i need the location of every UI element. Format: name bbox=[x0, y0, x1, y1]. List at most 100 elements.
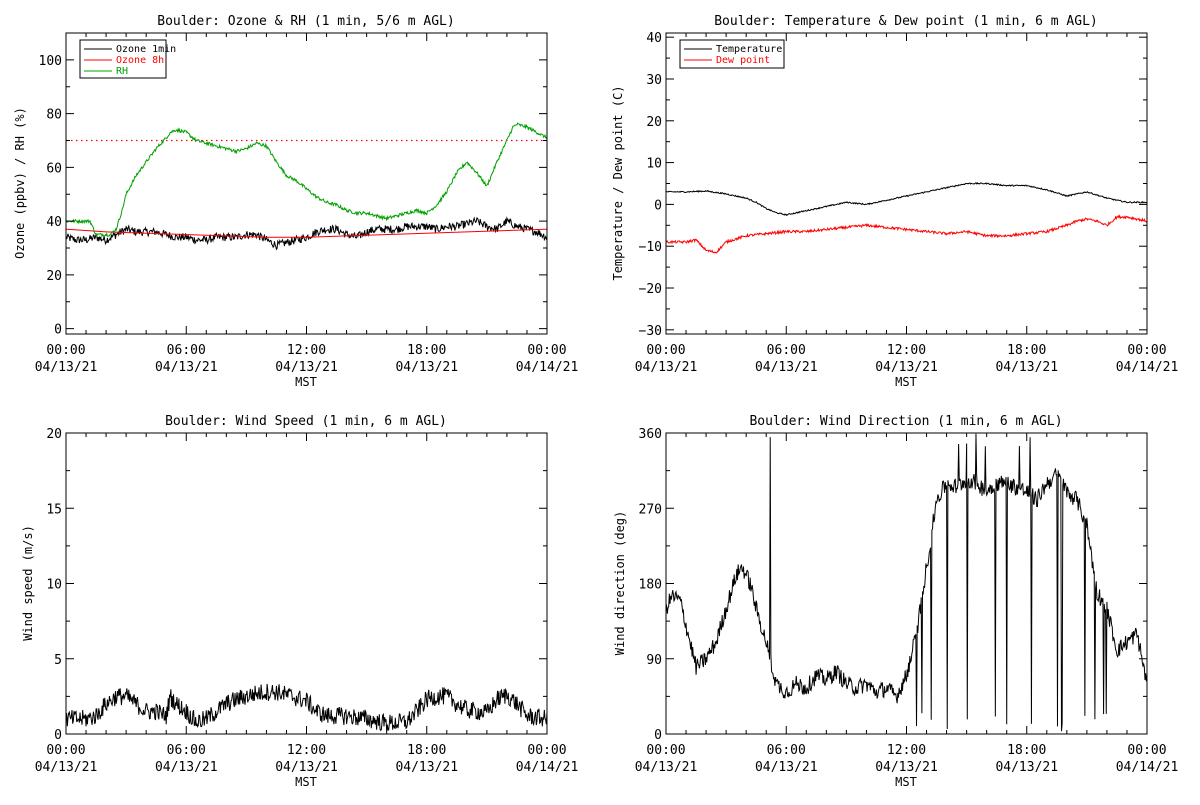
wind-speed-plot-area: 00:00 04/13/21 06:00 04/13/21 12:00 04/13/21 1… bbox=[35, 427, 579, 775]
x-tick-date-label: 04/13/21 bbox=[275, 760, 338, 775]
x-tick-label: 00:00 bbox=[1127, 343, 1166, 358]
x-tick-label: 06:00 bbox=[767, 343, 806, 358]
temperature-dewpoint-x-axis-label: MST bbox=[895, 375, 917, 389]
legend-label-rh: RH bbox=[116, 66, 128, 77]
legend-label-dew-point: Dew point bbox=[716, 55, 770, 66]
y-tick-label: 270 bbox=[639, 502, 662, 517]
ozone-rh-plot-area: 00:00 04/13/21 06:00 04/13/21 12:00 04/13/21 1… bbox=[35, 32, 579, 375]
temperature-dewpoint-plot-area: 00:00 04/13/21 06:00 04/13/21 12:00 04/13/21 1… bbox=[635, 31, 1179, 375]
ozone-rh-x-axis-label: MST bbox=[295, 375, 317, 389]
series-line-ozone-8h bbox=[66, 228, 547, 238]
y-tick-label: 40 bbox=[46, 215, 62, 230]
x-tick-date-label: 04/13/21 bbox=[35, 360, 98, 375]
y-tick-label: 90 bbox=[646, 653, 662, 668]
ozone-rh-y-axis-label: Ozone (ppbv) / RH (%) bbox=[13, 107, 27, 259]
x-tick-date-label: 04/13/21 bbox=[155, 760, 218, 775]
x-tick-date-label: 04/13/21 bbox=[875, 360, 938, 375]
y-tick-label: 80 bbox=[46, 108, 62, 123]
wind-direction-y-axis-label: Wind direction (deg) bbox=[613, 511, 627, 656]
legend-label-ozone-1min: Ozone 1min bbox=[116, 44, 176, 55]
y-tick-label: 0 bbox=[654, 728, 662, 743]
series-line-ozone-1min bbox=[66, 216, 547, 251]
y-tick-label: 20 bbox=[46, 427, 62, 442]
temperature-dewpoint-legend: Temperature Dew point bbox=[679, 39, 785, 69]
x-tick-date-label: 04/13/21 bbox=[755, 360, 818, 375]
x-tick-label: 12:00 bbox=[287, 343, 326, 358]
temperature-dewpoint-y-axis-label: Temperature / Dew point (C) bbox=[611, 85, 625, 280]
y-tick-label: 60 bbox=[46, 161, 62, 176]
x-tick-label: 00:00 bbox=[46, 743, 85, 758]
wind-direction-plot-area: 00:00 04/13/21 06:00 04/13/21 12:00 04/13/21 1… bbox=[635, 427, 1179, 775]
ozone-rh-legend: Ozone 1min Ozone 8h RH bbox=[79, 39, 176, 79]
y-tick-label: 5 bbox=[54, 653, 62, 668]
x-tick-date-label: 04/13/21 bbox=[155, 360, 218, 375]
legend-box bbox=[79, 39, 167, 79]
x-tick-label: 12:00 bbox=[287, 743, 326, 758]
x-tick-label: 18:00 bbox=[407, 343, 446, 358]
x-tick-label: 06:00 bbox=[167, 743, 206, 758]
x-tick-label: 12:00 bbox=[887, 343, 926, 358]
x-tick-label: 00:00 bbox=[527, 743, 566, 758]
series-line-rh bbox=[66, 122, 547, 238]
x-tick-label: 00:00 bbox=[646, 343, 685, 358]
x-tick-label: 00:00 bbox=[646, 743, 685, 758]
series-line-wind-direction bbox=[666, 433, 1147, 732]
wind-speed-x-axis-label: MST bbox=[295, 775, 317, 789]
x-tick-date-label: 04/14/21 bbox=[1116, 760, 1179, 775]
x-tick-label: 06:00 bbox=[767, 743, 806, 758]
x-tick-date-label: 04/14/21 bbox=[516, 760, 579, 775]
x-tick-date-label: 04/14/21 bbox=[516, 360, 579, 375]
y-tick-label: 40 bbox=[646, 31, 662, 46]
x-tick-date-label: 04/13/21 bbox=[635, 760, 698, 775]
y-tick-label: 15 bbox=[46, 502, 62, 517]
x-tick-date-label: 04/13/21 bbox=[875, 760, 938, 775]
y-tick-label: 10 bbox=[46, 578, 62, 593]
x-tick-label: 06:00 bbox=[167, 343, 206, 358]
wind-speed-panel: Boulder: Wind Speed (1 min, 6 m AGL) Win… bbox=[21, 414, 578, 789]
y-tick-label: −20 bbox=[639, 282, 662, 297]
y-tick-label: 100 bbox=[39, 54, 62, 69]
series-line-dew-point bbox=[666, 214, 1147, 254]
ozone-rh-title: Boulder: Ozone & RH (1 min, 5/6 m AGL) bbox=[157, 14, 454, 29]
y-tick-label: 20 bbox=[646, 115, 662, 130]
legend-label-temperature: Temperature bbox=[716, 44, 782, 55]
y-tick-label: 30 bbox=[646, 73, 662, 88]
x-tick-label: 00:00 bbox=[527, 343, 566, 358]
temperature-dewpoint-panel: Boulder: Temperature & Dew point (1 min,… bbox=[611, 14, 1178, 389]
y-tick-label: −30 bbox=[639, 324, 662, 339]
y-tick-label: 360 bbox=[639, 427, 662, 442]
x-tick-label: 12:00 bbox=[887, 743, 926, 758]
wind-direction-title: Boulder: Wind Direction (1 min, 6 m AGL) bbox=[749, 414, 1062, 429]
series-line-temperature bbox=[666, 182, 1147, 217]
wind-speed-title: Boulder: Wind Speed (1 min, 6 m AGL) bbox=[165, 414, 447, 429]
y-tick-label: 0 bbox=[54, 323, 62, 338]
legend-box bbox=[679, 39, 785, 69]
x-tick-date-label: 04/13/21 bbox=[755, 760, 818, 775]
x-tick-date-label: 04/13/21 bbox=[395, 760, 458, 775]
y-tick-label: −10 bbox=[639, 240, 662, 255]
x-tick-label: 18:00 bbox=[1007, 743, 1046, 758]
wind-direction-x-axis-label: MST bbox=[895, 775, 917, 789]
temperature-dewpoint-title: Boulder: Temperature & Dew point (1 min,… bbox=[714, 14, 1098, 29]
legend-label-ozone-8h: Ozone 8h bbox=[116, 55, 164, 66]
x-tick-date-label: 04/13/21 bbox=[995, 360, 1058, 375]
y-tick-label: 20 bbox=[46, 269, 62, 284]
x-tick-date-label: 04/13/21 bbox=[995, 760, 1058, 775]
x-tick-date-label: 04/13/21 bbox=[35, 760, 98, 775]
x-tick-label: 00:00 bbox=[46, 343, 85, 358]
x-tick-label: 00:00 bbox=[1127, 743, 1166, 758]
y-tick-label: 180 bbox=[639, 578, 662, 593]
y-tick-label: 10 bbox=[646, 157, 662, 172]
x-tick-date-label: 04/14/21 bbox=[1116, 360, 1179, 375]
x-tick-date-label: 04/13/21 bbox=[275, 360, 338, 375]
y-tick-label: 0 bbox=[654, 198, 662, 213]
x-tick-label: 18:00 bbox=[407, 743, 446, 758]
wind-direction-panel: Boulder: Wind Direction (1 min, 6 m AGL)… bbox=[613, 414, 1178, 789]
ozone-rh-panel: Boulder: Ozone & RH (1 min, 5/6 m AGL) O… bbox=[13, 14, 578, 389]
x-tick-date-label: 04/13/21 bbox=[395, 360, 458, 375]
wind-speed-y-axis-label: Wind speed (m/s) bbox=[21, 525, 35, 641]
y-tick-label: 0 bbox=[54, 728, 62, 743]
series-line-wind-speed bbox=[66, 683, 547, 732]
x-tick-label: 18:00 bbox=[1007, 343, 1046, 358]
